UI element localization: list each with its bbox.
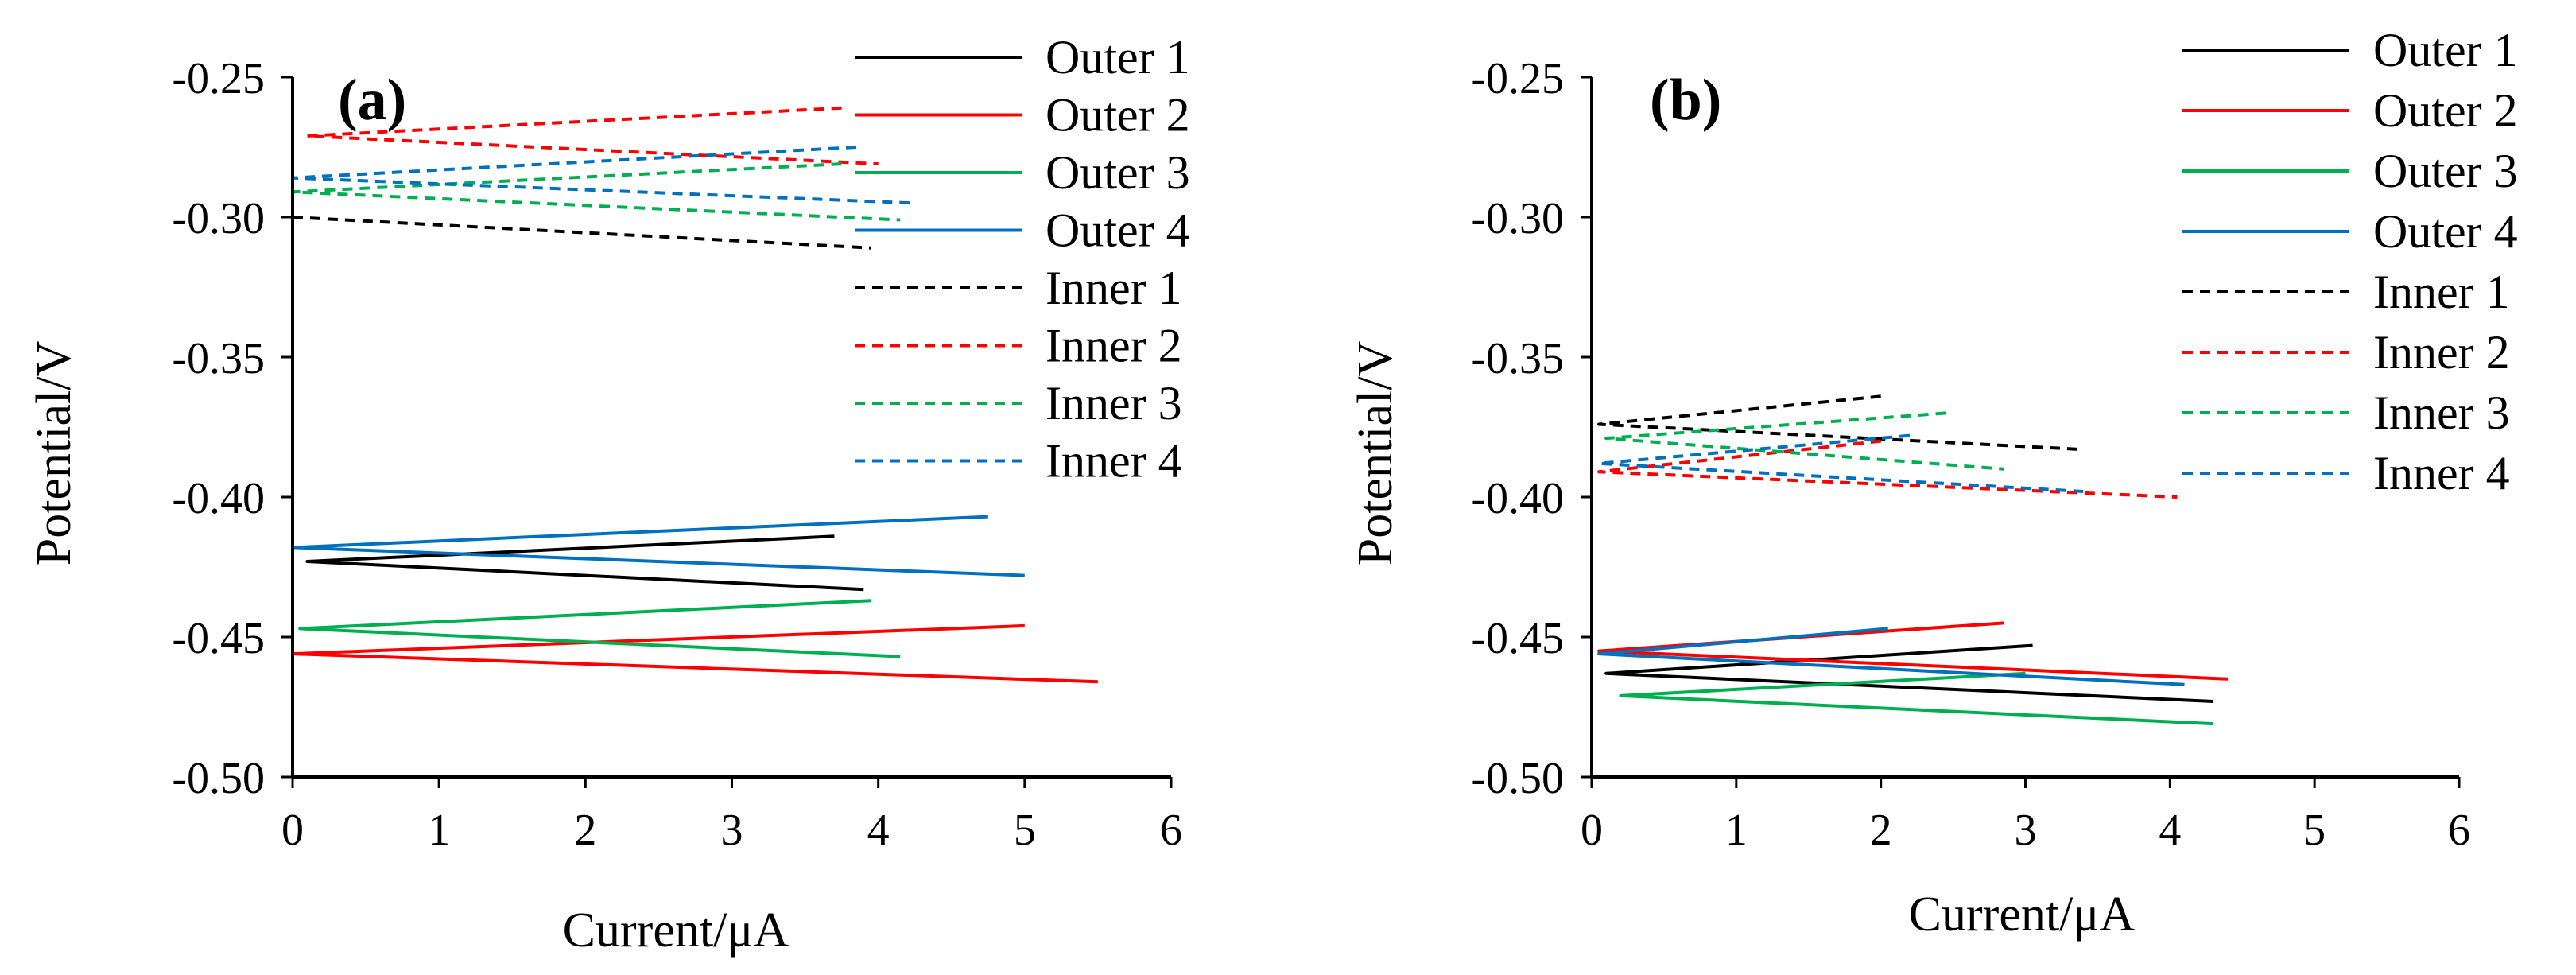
panel-b-x-tick-label: 5 — [2303, 806, 2326, 855]
panel-b-label: (b) — [1650, 68, 1721, 133]
panel-a-x-tick-label: 0 — [281, 806, 304, 855]
panel-b-series-inner-3 — [1604, 411, 2004, 471]
panel-a-x-tick-label: 6 — [1160, 806, 1182, 855]
panel-b-legend-label: Inner 4 — [2373, 447, 2510, 499]
panel-b-y-axis-title: Potential/V — [1348, 341, 1402, 566]
panel-b-legend-label: Inner 3 — [2373, 387, 2510, 439]
panel-a-legend-label: Inner 4 — [1046, 435, 1182, 488]
panel-b-legend-label: Outer 2 — [2373, 84, 2518, 137]
panel-b-x-tick-label: 3 — [2015, 806, 2037, 855]
panel-a-data — [291, 106, 1098, 684]
panel-b-x-tick-label: 2 — [1870, 806, 1892, 855]
panel-b-legend-label: Outer 3 — [2373, 145, 2518, 197]
panel-b-series-outer-2 — [1597, 621, 2229, 681]
panel-a-y-axis-title: Potential/V — [27, 341, 81, 566]
panel-b-series-inner-2 — [1597, 439, 2178, 499]
panel-b-y-tick-label: -0.35 — [1471, 334, 1564, 383]
panel-b-legend-label: Outer 1 — [2373, 24, 2518, 76]
panel-a-y-tick-label: -0.35 — [172, 334, 265, 383]
panel-a-legend-label: Inner 3 — [1046, 377, 1182, 429]
panel-a-y-tick-label: -0.45 — [172, 614, 265, 663]
panel-b-y-tick-label: -0.30 — [1471, 194, 1564, 243]
panel-b-x-tick-label: 0 — [1581, 806, 1603, 855]
panel-b-y-tick-label: -0.45 — [1471, 614, 1564, 663]
panel-b-y-tick-label: -0.25 — [1471, 54, 1564, 103]
panel-a-legend-label: Outer 2 — [1046, 89, 1190, 142]
panel-b-legend: Outer 1 Outer 2 Outer 3 Outer 4 Inner 1 Inner… — [2182, 24, 2518, 499]
panel-a-ticks: 0 1 2 3 4 5 6 -0.25 -0.30 -0.35 -0.40 -0.45 -0.50 — [172, 54, 1182, 855]
panel-a-y-tick-label: -0.30 — [172, 194, 265, 243]
panel-a-legend-label: Outer 1 — [1046, 31, 1190, 84]
panel-a-x-axis-title: Current/μA — [563, 903, 789, 958]
panel-b-series-outer-3 — [1619, 671, 2213, 726]
panel-b-series-inner-4 — [1597, 433, 2084, 493]
panel-a-series-outer-3 — [298, 599, 901, 658]
panel-a-y-tick-label: -0.25 — [172, 54, 265, 103]
panel-a-legend-label: Inner 2 — [1046, 320, 1182, 372]
panel-b-series-outer-4 — [1597, 627, 2185, 686]
panel-a-y-tick-label: -0.50 — [172, 754, 265, 803]
panel-b-y-tick-label: -0.40 — [1471, 474, 1564, 523]
panel-a-x-tick-label: 2 — [574, 806, 596, 855]
panel-a-label: (a) — [338, 68, 406, 133]
panel-a-series-inner-4 — [291, 146, 915, 205]
panel-b-x-axis-title: Current/μA — [1909, 888, 2136, 942]
panel-a-x-tick-label: 1 — [428, 806, 450, 855]
panel-b-series-outer-1 — [1604, 643, 2213, 703]
panel-b-legend-label: Inner 2 — [2373, 326, 2510, 379]
panel-b-legend-label: Outer 4 — [2373, 205, 2518, 258]
panel-a: 0 1 2 3 4 5 6 -0.25 -0.30 -0.35 -0.40 -0.45 -0.50 (a… — [27, 31, 1190, 958]
panel-a-x-tick-label: 3 — [721, 806, 743, 855]
panel-b-x-tick-label: 1 — [1725, 806, 1748, 855]
panel-b-ticks: 0 1 2 3 4 5 6 -0.25 -0.30 -0.35 -0.40 -0.45 -0.50 — [1471, 54, 2470, 855]
panel-a-legend-label: Outer 3 — [1046, 146, 1190, 199]
panel-a-legend-label: Inner 1 — [1046, 262, 1182, 314]
panel-a-x-tick-label: 4 — [867, 806, 890, 855]
panel-a-legend-label: Outer 4 — [1046, 204, 1190, 257]
panel-a-series-inner-1 — [292, 216, 871, 250]
panel-b-x-tick-label: 4 — [2159, 806, 2181, 855]
panel-a-series-outer-1 — [305, 534, 864, 592]
panel-b-x-tick-label: 6 — [2448, 806, 2470, 855]
panel-b-series-inner-1 — [1597, 394, 2084, 452]
panel-b-y-tick-label: -0.50 — [1471, 754, 1564, 803]
panel-b: 0 1 2 3 4 5 6 -0.25 -0.30 -0.35 -0.40 -0.45 -0.50 (b… — [1348, 24, 2518, 942]
panel-a-series-inner-2 — [305, 106, 879, 166]
panel-b-data — [1597, 394, 2229, 726]
panel-b-legend-label: Inner 1 — [2373, 266, 2510, 318]
panel-a-x-tick-label: 5 — [1014, 806, 1036, 855]
panel-a-y-tick-label: -0.40 — [172, 474, 265, 523]
